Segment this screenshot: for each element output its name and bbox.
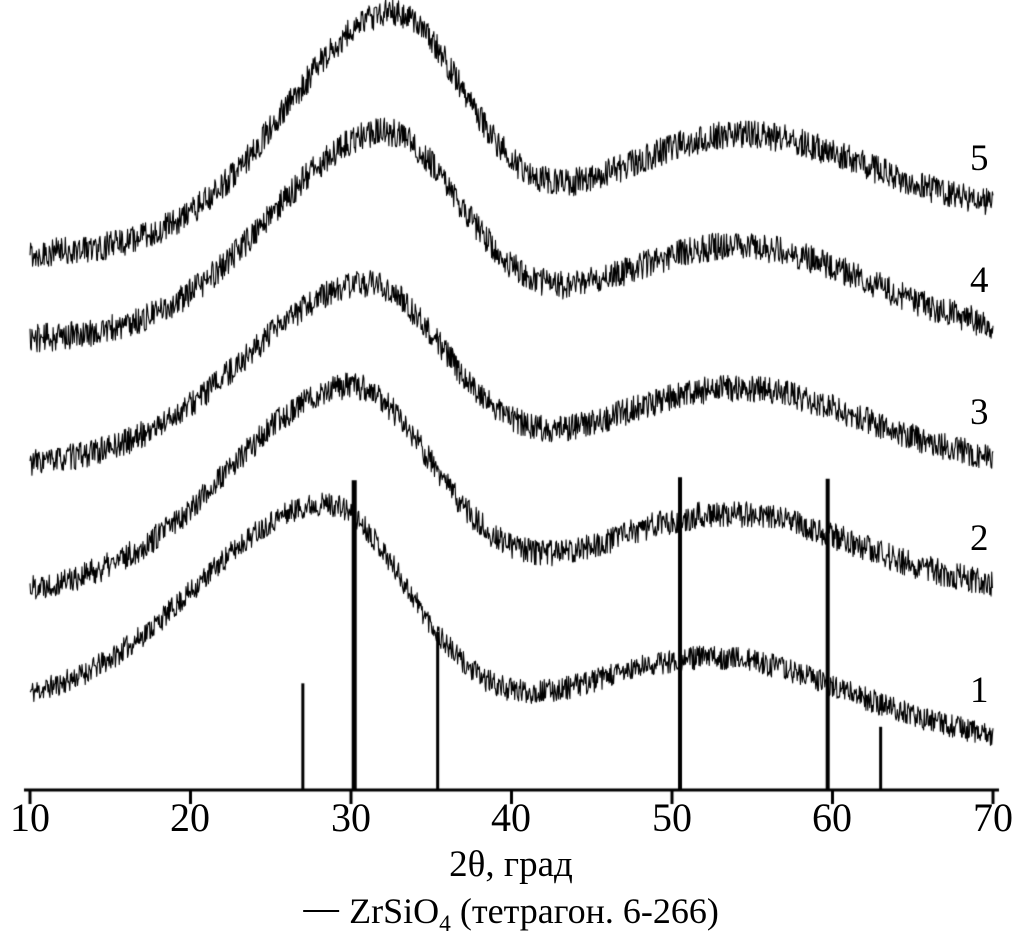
x-tick-label-10: 10 (10, 795, 50, 840)
curve-label-3: 3 (970, 391, 989, 433)
x-tick-label-30: 30 (331, 795, 371, 840)
legend-line-marker (303, 910, 340, 912)
legend-suffix: (тетрагон. 6-266) (450, 891, 719, 931)
legend-text: ZrSiO4 (тетрагон. 6-266) (349, 891, 719, 936)
x-tick-label-50: 50 (652, 795, 692, 840)
x-tick-label-20: 20 (170, 795, 210, 840)
x-axis-title: 2θ, град (449, 844, 573, 885)
x-tick-label-60: 60 (812, 795, 852, 840)
curve-label-5: 5 (970, 137, 989, 179)
legend-formula: ZrSiO (349, 891, 440, 931)
x-tick-label-70: 70 (973, 795, 1013, 840)
curve-label-2: 2 (970, 518, 989, 560)
x-tick-label-40: 40 (491, 795, 531, 840)
legend-formula-subscript: 4 (439, 911, 451, 938)
curve-label-1: 1 (970, 669, 989, 711)
legend: ZrSiO4 (тетрагон. 6-266) (303, 891, 719, 936)
curve-label-4: 4 (970, 260, 989, 302)
